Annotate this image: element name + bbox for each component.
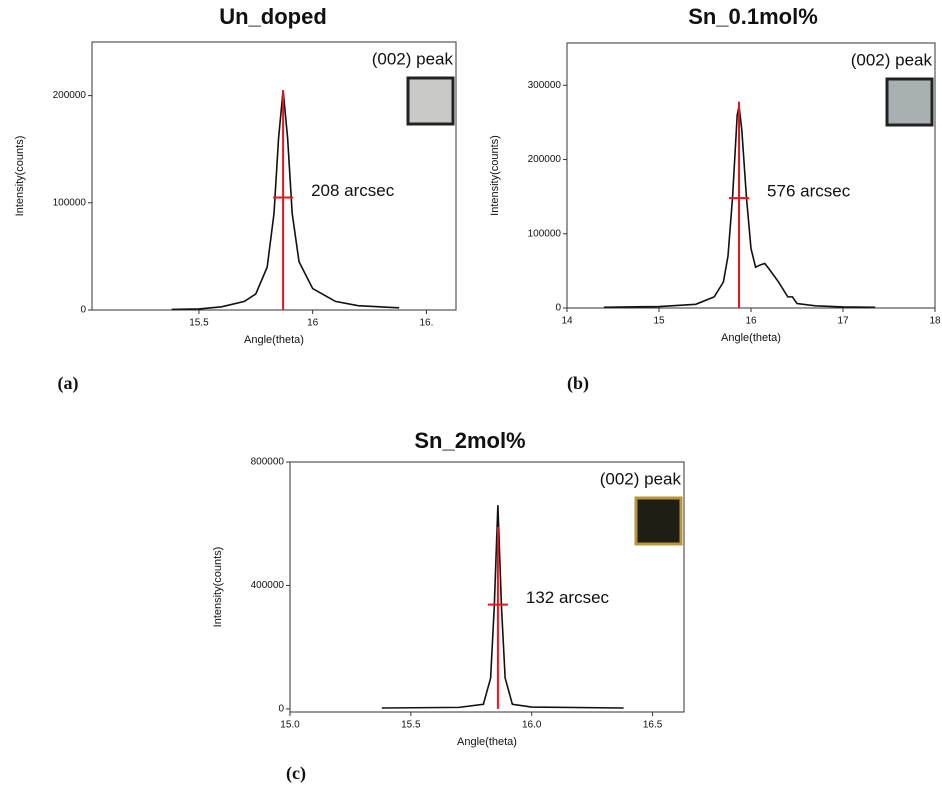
data-line (171, 90, 400, 311)
x-tick-label: 16.0 (522, 720, 542, 731)
panel-label: (a) (58, 373, 79, 394)
y-tick-label: 300000 (528, 80, 562, 91)
x-tick-label: 16. (419, 318, 433, 329)
data-line (381, 505, 624, 709)
chart-title: Sn_0.1mol% (688, 4, 818, 29)
x-tick-label: 15 (653, 316, 665, 327)
y-axis-label: Intensity(counts) (489, 135, 501, 216)
y-tick-label: 0 (555, 303, 561, 314)
panel-label: (b) (567, 373, 589, 394)
inset-label: (002) peak (372, 49, 454, 68)
plot-frame (289, 461, 685, 713)
inset-image (634, 496, 683, 546)
x-tick-label: 14 (561, 316, 573, 327)
y-tick-label: 400000 (251, 580, 285, 591)
x-axis-label: Angle(theta) (457, 736, 517, 748)
fwhm-annotation: 132 arcsec (526, 588, 610, 607)
x-tick-label: 18 (929, 316, 941, 327)
y-axis-label: Intensity(counts) (14, 136, 26, 217)
y-tick-label: 200000 (53, 90, 87, 101)
x-tick-label: 15.5 (189, 318, 209, 329)
x-tick-label: 15.5 (401, 720, 421, 731)
x-tick-label: 16 (307, 318, 319, 329)
plot-frame (566, 42, 936, 309)
fwhm-annotation: 576 arcsec (767, 182, 851, 201)
y-tick-label: 0 (278, 704, 284, 715)
y-tick-label: 100000 (53, 197, 87, 208)
inset-label: (002) peak (600, 469, 682, 488)
x-axis-label: Angle(theta) (721, 332, 781, 344)
plot-frame (91, 41, 457, 311)
y-tick-label: 800000 (251, 457, 285, 468)
y-tick-label: 0 (80, 305, 86, 316)
chart-title: Sn_2mol% (414, 428, 525, 453)
data-line (603, 105, 876, 309)
inset-label: (002) peak (851, 50, 933, 69)
x-tick-label: 16.5 (643, 720, 663, 731)
inset-image (406, 76, 455, 126)
panel-label: (c) (286, 763, 306, 784)
x-tick-label: 16 (745, 316, 757, 327)
fwhm-annotation: 208 arcsec (311, 181, 395, 200)
chart-title: Un_doped (219, 4, 327, 29)
x-tick-label: 17 (837, 316, 849, 327)
y-tick-label: 100000 (528, 228, 562, 239)
y-axis-label: Intensity(counts) (212, 547, 224, 628)
inset-image (885, 77, 934, 127)
x-axis-label: Angle(theta) (244, 334, 304, 346)
x-tick-label: 15.0 (280, 720, 300, 731)
y-tick-label: 200000 (528, 154, 562, 165)
